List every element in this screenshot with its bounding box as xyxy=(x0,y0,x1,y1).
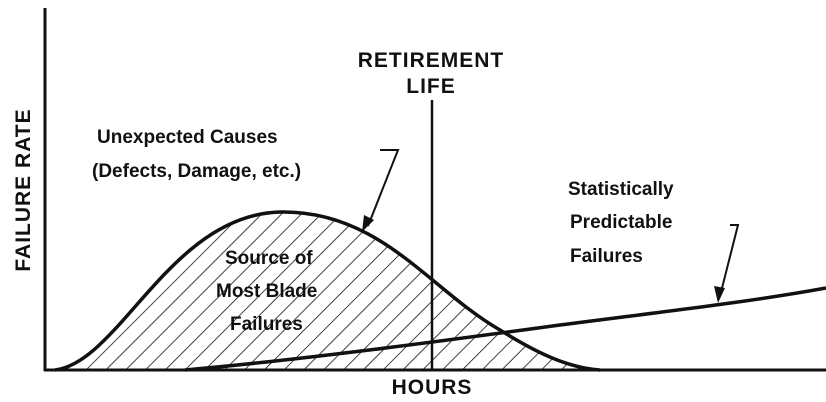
retirement-label: LIFE xyxy=(406,75,456,98)
annotation: Predictable xyxy=(570,212,672,233)
annotation: (Defects, Damage, etc.) xyxy=(92,161,301,182)
annotation: Source of xyxy=(225,248,313,269)
unexpected-curve xyxy=(54,210,601,372)
annotation: Statistically xyxy=(568,179,674,200)
annotation: Failures xyxy=(570,246,643,267)
annotation: Most Blade xyxy=(216,281,317,302)
y-axis-label: FAILURE RATE xyxy=(12,108,35,271)
annotation: Failures xyxy=(230,314,303,335)
hatched-area xyxy=(55,211,600,370)
retirement-label: RETIREMENT xyxy=(358,49,505,72)
annotation: Unexpected Causes xyxy=(97,127,278,148)
predictable-curve xyxy=(184,286,826,372)
arrowhead xyxy=(362,215,374,232)
x-axis-label: HOURS xyxy=(392,376,473,399)
arrow xyxy=(367,149,400,227)
arrow xyxy=(719,224,740,297)
arrowhead xyxy=(714,286,725,303)
